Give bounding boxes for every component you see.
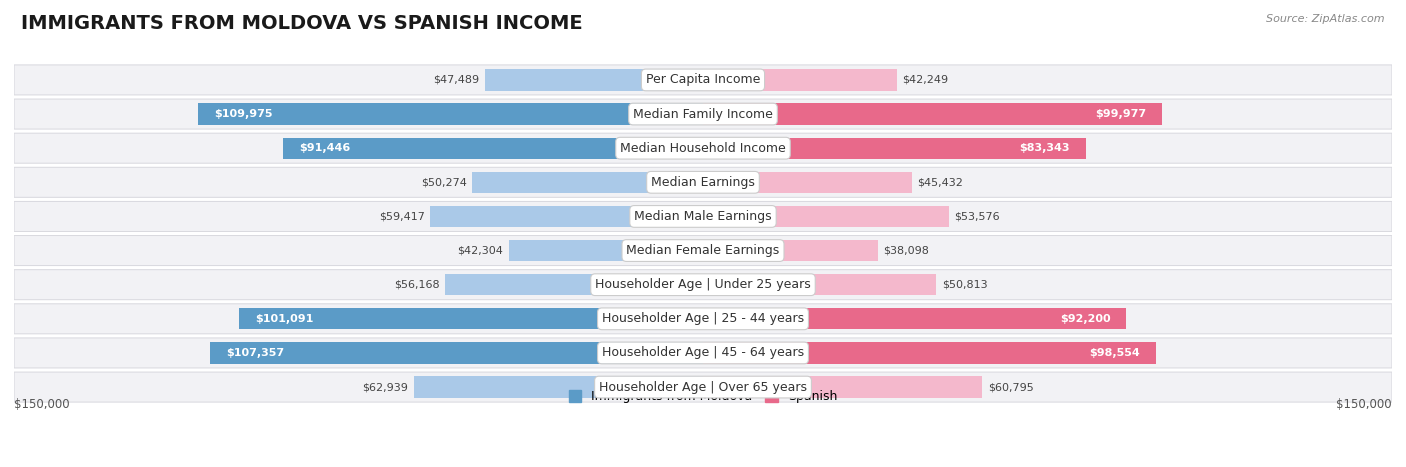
Text: $53,576: $53,576 (955, 212, 1000, 221)
Bar (209, 342, 703, 363)
Bar (703, 240, 877, 261)
Text: $50,813: $50,813 (942, 280, 987, 290)
Bar (283, 138, 703, 159)
Text: Median Household Income: Median Household Income (620, 142, 786, 155)
Bar (703, 172, 911, 193)
FancyBboxPatch shape (14, 201, 1392, 232)
Bar (239, 308, 703, 329)
Text: IMMIGRANTS FROM MOLDOVA VS SPANISH INCOME: IMMIGRANTS FROM MOLDOVA VS SPANISH INCOM… (21, 14, 582, 33)
Text: Median Earnings: Median Earnings (651, 176, 755, 189)
Text: Median Female Earnings: Median Female Earnings (627, 244, 779, 257)
Bar (703, 69, 897, 91)
Text: $47,489: $47,489 (433, 75, 479, 85)
FancyBboxPatch shape (14, 99, 1392, 129)
Bar (703, 138, 1085, 159)
Text: $150,000: $150,000 (1336, 398, 1392, 411)
Bar (430, 206, 703, 227)
FancyBboxPatch shape (14, 338, 1392, 368)
Text: Median Family Income: Median Family Income (633, 107, 773, 120)
Text: $101,091: $101,091 (254, 314, 314, 324)
Text: Householder Age | Over 65 years: Householder Age | Over 65 years (599, 381, 807, 394)
FancyBboxPatch shape (14, 235, 1392, 266)
Text: $45,432: $45,432 (917, 177, 963, 187)
Text: $83,343: $83,343 (1019, 143, 1070, 153)
Text: Householder Age | Under 25 years: Householder Age | Under 25 years (595, 278, 811, 291)
Bar (509, 240, 703, 261)
Bar (413, 376, 703, 398)
Bar (485, 69, 703, 91)
Text: Median Male Earnings: Median Male Earnings (634, 210, 772, 223)
Bar (703, 104, 1163, 125)
Text: $50,274: $50,274 (420, 177, 467, 187)
Text: $150,000: $150,000 (14, 398, 70, 411)
Text: Householder Age | 45 - 64 years: Householder Age | 45 - 64 years (602, 347, 804, 360)
FancyBboxPatch shape (14, 167, 1392, 198)
Text: $59,417: $59,417 (378, 212, 425, 221)
Text: $56,168: $56,168 (394, 280, 440, 290)
Text: $42,249: $42,249 (903, 75, 949, 85)
Bar (703, 342, 1156, 363)
Bar (446, 274, 703, 295)
Text: $99,977: $99,977 (1095, 109, 1146, 119)
Text: $107,357: $107,357 (226, 348, 284, 358)
FancyBboxPatch shape (14, 269, 1392, 300)
Text: Source: ZipAtlas.com: Source: ZipAtlas.com (1267, 14, 1385, 24)
Text: $42,304: $42,304 (457, 246, 503, 255)
Bar (198, 104, 703, 125)
Text: $62,939: $62,939 (363, 382, 408, 392)
Text: $91,446: $91,446 (299, 143, 350, 153)
Bar (703, 376, 983, 398)
Bar (703, 274, 936, 295)
Bar (703, 308, 1126, 329)
Text: Per Capita Income: Per Capita Income (645, 73, 761, 86)
FancyBboxPatch shape (14, 304, 1392, 334)
FancyBboxPatch shape (14, 372, 1392, 402)
FancyBboxPatch shape (14, 65, 1392, 95)
Text: $92,200: $92,200 (1060, 314, 1111, 324)
Bar (472, 172, 703, 193)
FancyBboxPatch shape (14, 133, 1392, 163)
Text: $38,098: $38,098 (883, 246, 929, 255)
Text: $60,795: $60,795 (988, 382, 1033, 392)
Legend: Immigrants from Moldova, Spanish: Immigrants from Moldova, Spanish (564, 385, 842, 408)
Text: $98,554: $98,554 (1088, 348, 1140, 358)
Bar (703, 206, 949, 227)
Text: $109,975: $109,975 (214, 109, 273, 119)
Text: Householder Age | 25 - 44 years: Householder Age | 25 - 44 years (602, 312, 804, 325)
